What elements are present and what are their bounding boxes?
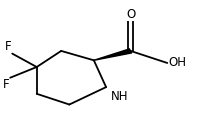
Text: F: F [3, 78, 9, 91]
Text: O: O [126, 8, 135, 21]
Text: OH: OH [168, 56, 186, 70]
Text: F: F [5, 40, 11, 53]
Text: NH: NH [111, 90, 129, 103]
Polygon shape [94, 49, 132, 60]
